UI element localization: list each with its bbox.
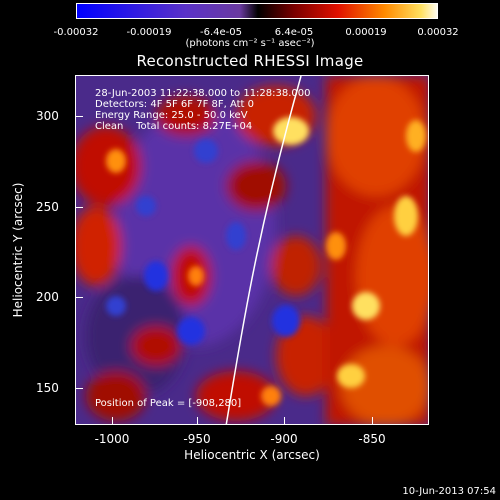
energy-range-text: Energy Range: 25.0 - 50.0 keV [95,110,248,121]
x-axis-label: Heliocentric X (arcsec) [184,448,320,462]
clean-counts-text: Clean Total counts: 8.27E+04 [95,121,253,132]
x-tick-mark [372,417,373,425]
colorbar [76,3,438,19]
y-tick-label: 150 [36,381,59,395]
rhessi-map [75,75,429,425]
x-tick-mark [284,417,285,425]
x-tick-label: -950 [183,432,211,446]
colorbar-tick: 6.4e-05 [274,27,314,38]
colorbar-tick: 0.00032 [417,27,459,38]
y-tick-mark [75,297,83,298]
y-tick-label: 250 [36,200,59,214]
y-tick-mark [75,116,83,117]
x-tick-label: -850 [358,432,386,446]
y-axis-label: Heliocentric Y (arcsec) [11,182,25,318]
y-tick-label: 200 [36,290,59,304]
y-tick-mark [75,388,83,389]
peak-position-text: Position of Peak = [-908,280] [95,398,242,409]
colorbar-tick: -0.00019 [126,27,172,38]
image-title: Reconstructed RHESSI Image [136,52,364,70]
y-tick-label: 300 [36,109,59,123]
colorbar-tick: -6.4e-05 [200,27,242,38]
x-tick-mark [197,417,198,425]
solar-limb-line [225,76,302,424]
y-tick-mark [75,207,83,208]
detectors-text: Detectors: 4F 5F 6F 7F 8F, Att 0 [95,99,255,110]
x-tick-label: -1000 [94,432,130,446]
x-tick-mark [112,417,113,425]
map-image [76,76,428,424]
colorbar-tick: 0.00019 [345,27,387,38]
time-range-text: 28-Jun-2003 11:22:38.000 to 11:28:38.000 [95,88,311,99]
timestamp: 10-Jun-2013 07:54 [402,486,496,497]
colorbar-tick: -0.00032 [53,27,99,38]
x-tick-label: -900 [270,432,298,446]
colorbar-units: (photons cm⁻² s⁻¹ asec⁻²) [185,38,315,49]
